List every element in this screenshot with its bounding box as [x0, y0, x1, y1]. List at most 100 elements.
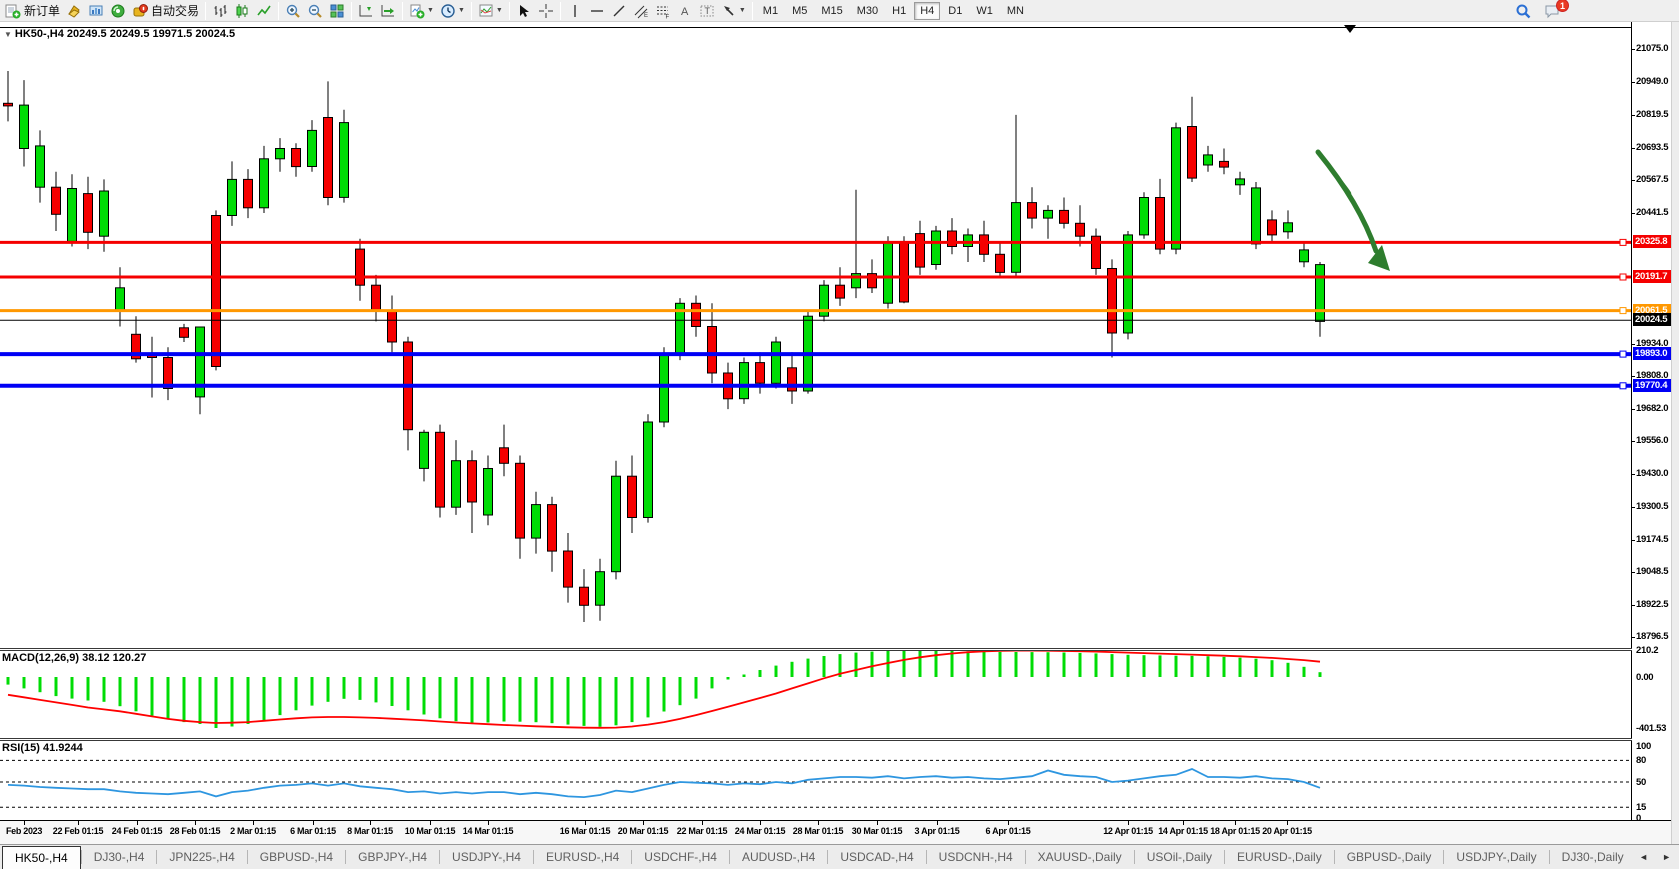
timeframe-button-m5[interactable]: M5 [792, 4, 808, 17]
chart-tab-audusd-h4[interactable]: AUDUSD-,H4 [741, 850, 816, 864]
macd-histogram-bar [246, 677, 250, 724]
fibonacci-button[interactable]: F [652, 1, 674, 21]
crosshair-icon [538, 3, 554, 19]
time-tick-mark [430, 821, 431, 825]
profiles-button[interactable]: ▼ [437, 1, 468, 21]
macd-panel[interactable] [0, 651, 1632, 738]
chevron-down-icon[interactable]: ▼ [495, 7, 503, 14]
price-tick-label: 19808.0 [1636, 370, 1669, 381]
chart-tab-usoil-daily[interactable]: USOil-,Daily [1146, 850, 1213, 864]
chart-tab-dj30-daily[interactable]: DJ30-,Daily [1561, 850, 1624, 864]
tile-windows-button[interactable] [326, 1, 348, 21]
rsi-panel[interactable] [0, 741, 1632, 820]
time-axis[interactable]: Feb 2023 22 Feb 01:15 24 Feb 01:15 28 Feb 0… [0, 821, 1671, 844]
chevron-down-icon[interactable]: ▼ [738, 7, 746, 14]
hline-handle[interactable] [1619, 382, 1627, 390]
chart-tab-jpn225-h4[interactable]: JPN225-,H4 [169, 850, 235, 864]
auto-scroll-button[interactable] [377, 1, 399, 21]
text-tool-button[interactable]: A [674, 1, 696, 21]
chart-tab-bar: HK50-,H4 DJ30-,H4 JPN225-,H4 GBPUSD-,H4 GBPJ… [0, 844, 1679, 869]
chart-tab-xauusd-daily[interactable]: XAUUSD-,Daily [1037, 850, 1122, 864]
time-axis-label: 18 Apr 01:15 [1210, 826, 1260, 836]
timeframe-button-d1[interactable]: D1 [948, 4, 963, 17]
search-button[interactable] [1512, 1, 1535, 21]
chart-tab-eurusd-h4[interactable]: EURUSD-,H4 [545, 850, 620, 864]
timeframe-button-m30[interactable]: M30 [856, 4, 879, 17]
rsi-chart [0, 759, 1631, 808]
chart-tab-gbpjpy-h4[interactable]: GBPJPY-,H4 [358, 850, 428, 864]
zoom-out-button[interactable] [304, 1, 326, 21]
candlesticks-button[interactable] [231, 1, 253, 21]
chevron-down-icon[interactable]: ▼ [457, 7, 465, 14]
trendline-button[interactable] [608, 1, 630, 21]
chart-tab-gbpusd-daily[interactable]: GBPUSD-,Daily [1346, 850, 1432, 864]
hline-handle[interactable] [1619, 273, 1627, 281]
hline-handle[interactable] [1619, 350, 1627, 358]
timeframe-button-m1[interactable]: M1 [762, 4, 779, 17]
new-order-button[interactable]: 新订单 [2, 1, 63, 21]
new-chart-button[interactable]: ▼ [406, 1, 437, 21]
timeframe-button-mn[interactable]: MN [1006, 4, 1024, 17]
cursor-button[interactable] [513, 1, 535, 21]
rsi-line [7, 768, 1321, 799]
equidistant-channel-icon: E [633, 3, 649, 19]
chart-tab-usdcad-h4[interactable]: USDCAD-,H4 [840, 850, 914, 864]
candle [515, 455, 525, 559]
price-axis[interactable]: 21075.0 20949.0 20819.5 20693.5 20567.5 20441… [1632, 22, 1671, 824]
timeframe-button-w1[interactable]: W1 [976, 4, 993, 17]
candle [259, 145, 269, 213]
timeframe-button-h4[interactable]: H4 [914, 1, 941, 20]
navigator-button[interactable] [107, 1, 129, 21]
hline-handle[interactable] [1619, 238, 1627, 246]
vertical-line-button[interactable] [564, 1, 586, 21]
price-chart-canvas[interactable]: ▼ HK50-,H4 20249.5 20249.5 19971.5 20024.… [0, 22, 1632, 648]
notifications-button[interactable]: 1 [1541, 0, 1569, 21]
macd-histogram-bar [278, 677, 282, 716]
zoom-in-icon [285, 3, 301, 19]
horizontal-line-button[interactable] [586, 1, 608, 21]
arrows-tool-button[interactable]: ▼ [718, 1, 749, 21]
hline-handle[interactable] [1619, 307, 1627, 315]
chart-tab-usdcnh-h4[interactable]: USDCNH-,H4 [938, 850, 1013, 864]
chart-tab-gbpusd-h4[interactable]: GBPUSD-,H4 [259, 850, 334, 864]
chart-tab-eurusd-daily[interactable]: EURUSD-,Daily [1237, 850, 1322, 864]
chart-top-frame [0, 27, 1671, 28]
macd-histogram-bar [1318, 672, 1322, 677]
price-tick-label: 19934.0 [1636, 338, 1669, 349]
vertical-scrollbar[interactable] [1671, 22, 1679, 844]
ohlc-bars-button[interactable] [209, 1, 231, 21]
chart-tab-usdjpy-daily[interactable]: USDJPY-,Daily [1456, 850, 1537, 864]
toolbar-separator [559, 1, 561, 20]
chart-tab-hk50-h4[interactable]: HK50-,H4 [2, 846, 81, 869]
macd-histogram-bar [214, 677, 218, 728]
price-tick-mark [1632, 409, 1635, 410]
candle [995, 241, 1005, 278]
panel-divider[interactable] [0, 648, 1671, 651]
panel-divider[interactable] [0, 738, 1671, 741]
line-chart-button[interactable] [253, 1, 275, 21]
price-tick-mark [1632, 376, 1635, 377]
chevron-down-icon[interactable]: ▼ [427, 7, 434, 14]
arrow-annotation[interactable] [1315, 149, 1390, 271]
timeframe-button-m15[interactable]: M15 [821, 4, 843, 17]
macd-histogram-bar [134, 677, 138, 712]
chart-dropdown-icon[interactable]: ▼ [4, 30, 12, 39]
chart-tab-usdchf-h4[interactable]: USDCHF-,H4 [644, 850, 717, 864]
chart-tab-dj30-h4[interactable]: DJ30-,H4 [93, 850, 145, 864]
indicators-button[interactable]: ▼ [475, 1, 506, 21]
market-watch-button[interactable] [85, 1, 107, 21]
chart-tab-usdjpy-h4[interactable]: USDJPY-,H4 [452, 850, 521, 864]
timeframe-button-h1[interactable]: H1 [892, 4, 907, 17]
crosshair-button[interactable] [535, 1, 557, 21]
text-label-button[interactable]: T [696, 1, 718, 21]
chart-shift-button[interactable] [355, 1, 377, 21]
candle [931, 225, 941, 270]
tab-separator [1548, 850, 1550, 864]
candle [83, 176, 93, 250]
tab-scroll-left-icon[interactable]: ◄ [1639, 852, 1649, 862]
equidistant-channel-button[interactable]: E [630, 1, 652, 21]
symbols-button[interactable] [63, 1, 85, 21]
auto-trading-button[interactable]: 自动交易 [129, 1, 202, 21]
tab-scroll-right-icon[interactable]: ► [1662, 852, 1671, 862]
zoom-in-button[interactable] [282, 1, 304, 21]
